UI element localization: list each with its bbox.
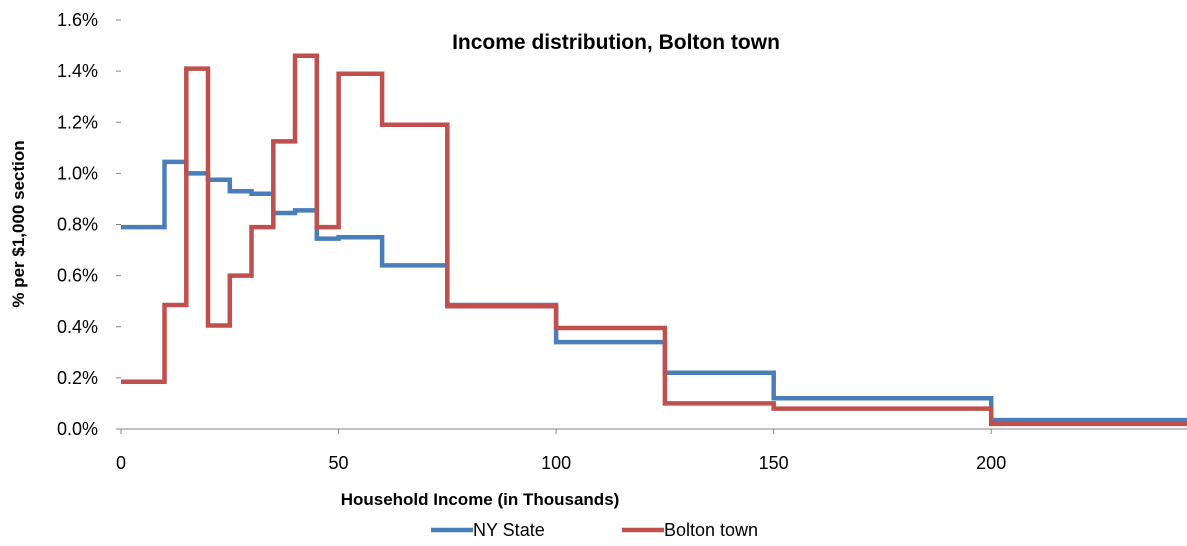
y-tick-label: 0.6% bbox=[57, 266, 98, 286]
x-tick-label: 200 bbox=[976, 453, 1006, 473]
y-tick-label: 1.4% bbox=[57, 61, 98, 81]
y-tick-label: 0.8% bbox=[57, 215, 98, 235]
y-tick-label: 0.0% bbox=[57, 419, 98, 439]
y-tick-label: 1.2% bbox=[57, 112, 98, 132]
x-tick-label: 50 bbox=[329, 453, 349, 473]
legend-label: NY State bbox=[473, 520, 545, 540]
x-tick-label: 0 bbox=[116, 453, 126, 473]
x-axis-ticks: 0 50 100 150 200 bbox=[116, 429, 1006, 473]
x-axis-title: Household Income (in Thousands) bbox=[341, 490, 620, 509]
y-tick-label: 0.4% bbox=[57, 317, 98, 337]
series-lines bbox=[121, 53, 1187, 427]
legend-label: Bolton town bbox=[664, 520, 758, 540]
series-line-bolton-town bbox=[121, 53, 1187, 427]
y-tick-label: 1.6% bbox=[57, 10, 98, 30]
y-tick-label: 0.2% bbox=[57, 368, 98, 388]
y-axis-title: % per $1,000 section bbox=[9, 140, 28, 307]
x-tick-label: 100 bbox=[541, 453, 571, 473]
legend: NY State Bolton town bbox=[431, 520, 758, 540]
chart-title: Income distribution, Bolton town bbox=[452, 31, 780, 54]
y-axis-ticks: 0.0% 0.2% 0.4% 0.6% 0.8% 1.0% 1.2% 1.4% 1.6% bbox=[57, 10, 121, 439]
series-line-ny-state bbox=[121, 159, 1187, 423]
x-tick-label: 150 bbox=[759, 453, 789, 473]
y-tick-label: 1.0% bbox=[57, 163, 98, 183]
